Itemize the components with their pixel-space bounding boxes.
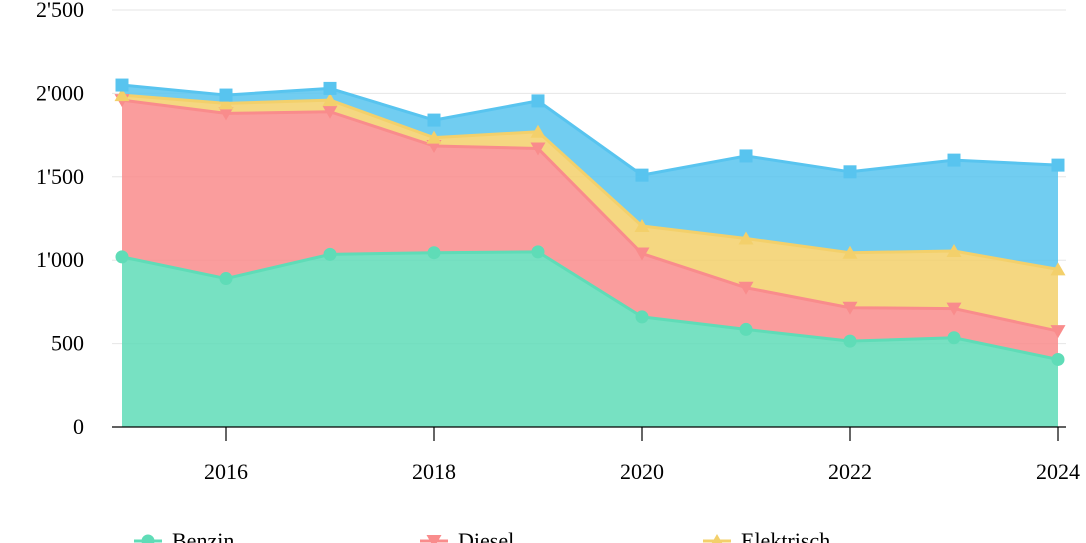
x-tick-label: 2020 [620, 459, 664, 484]
data-point [1050, 262, 1066, 276]
data-point [634, 219, 650, 233]
data-point [219, 88, 233, 102]
axes: 0 500 1'000 1'500 2'000 2'500 2016 2018 2020 2022… [36, 0, 1080, 484]
data-point [530, 142, 546, 156]
legend-label-benzin: Benzin [172, 528, 234, 543]
data-point [219, 272, 233, 286]
y-tick-label: 2'000 [36, 80, 84, 105]
data-point [426, 130, 442, 144]
data-point [218, 96, 234, 110]
data-point [842, 245, 858, 259]
data-point [739, 149, 753, 163]
data-point [947, 331, 961, 345]
data-point [531, 94, 545, 108]
x-tick-label: 2016 [204, 459, 248, 484]
data-point [427, 113, 441, 127]
area-series-diesel [122, 100, 1058, 360]
y-tick-label: 500 [51, 331, 84, 356]
line-series-elektrisch [121, 93, 1059, 271]
legend-label-diesel: Diesel [458, 528, 514, 543]
data-point [531, 245, 545, 259]
data-point [738, 231, 754, 245]
data-point [427, 246, 441, 260]
legend-marker [711, 534, 723, 543]
area-series-benzin [122, 251, 1058, 427]
x-tick-label: 2018 [412, 459, 456, 484]
y-tick-label: 0 [73, 414, 84, 439]
data-point [634, 247, 650, 261]
data-point [946, 244, 962, 258]
data-point [1050, 325, 1066, 339]
y-tick-label: 1'500 [36, 164, 84, 189]
line-series-series-4 [121, 83, 1059, 177]
data-point [947, 153, 961, 167]
legend-marker [426, 535, 442, 543]
data-point [843, 165, 857, 179]
legend-label-elektrisch: Elektrisch [741, 528, 830, 543]
data-point [739, 322, 753, 336]
data-point [1051, 158, 1065, 172]
line-series-diesel [121, 98, 1059, 333]
data-point [323, 81, 337, 95]
data-point [115, 250, 129, 264]
line-series-benzin [121, 250, 1059, 361]
marker-layer [114, 78, 1066, 366]
data-point [635, 310, 649, 324]
data-point [738, 281, 754, 295]
data-point [323, 247, 337, 261]
data-point [322, 93, 338, 107]
x-tick-label: 2022 [828, 459, 872, 484]
data-point [1051, 352, 1065, 366]
y-tick-label: 1'000 [36, 247, 84, 272]
area-series-elektrisch [122, 95, 1058, 332]
data-point [635, 168, 649, 182]
data-point [530, 124, 546, 138]
line-layer [121, 83, 1059, 361]
data-point [322, 105, 338, 119]
x-tick-label: 2024 [1036, 459, 1080, 484]
y-tick-label: 2'500 [36, 0, 84, 22]
data-point [218, 107, 234, 121]
data-point [842, 301, 858, 315]
data-point [115, 78, 129, 92]
data-point [946, 302, 962, 316]
legend: Benzin Diesel Elektrisch [134, 528, 830, 543]
legend-marker [141, 534, 155, 543]
data-point [114, 88, 130, 102]
data-point [843, 334, 857, 348]
